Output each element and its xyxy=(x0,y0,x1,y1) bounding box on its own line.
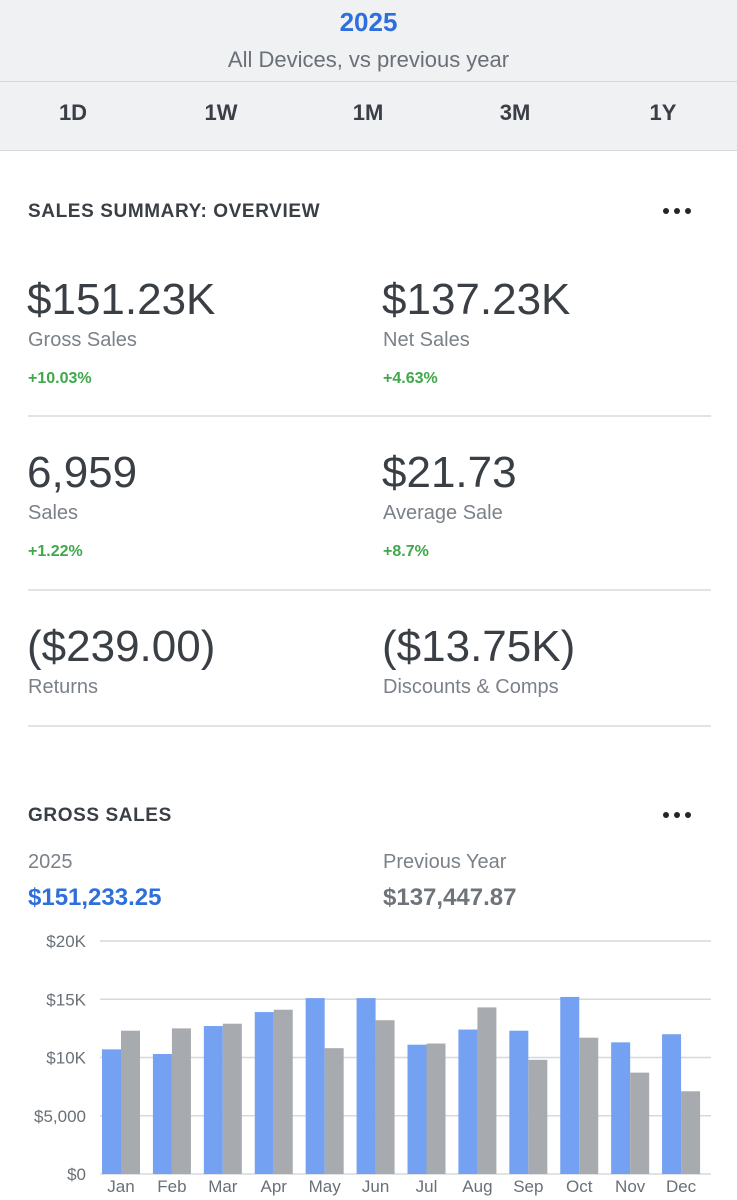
gross-sales-chart: $0 $5,000 $10K $15K $20K Jan Feb Mar Apr May Jun Ju… xyxy=(34,932,711,1196)
header-divider xyxy=(0,81,737,82)
bar-current-year xyxy=(102,1049,121,1174)
previous-year-value: $137,447.87 xyxy=(383,884,517,911)
x-tick-label: Feb xyxy=(157,1177,186,1196)
average-sale-label: Average Sale xyxy=(383,502,503,524)
range-tab-1w[interactable]: 1W xyxy=(204,100,238,125)
x-tick-label: May xyxy=(309,1177,342,1196)
bar-current-year xyxy=(407,1044,427,1174)
range-tab-1m[interactable]: 1M xyxy=(352,100,384,125)
row-divider xyxy=(28,589,711,591)
x-tick-label: Nov xyxy=(615,1177,646,1196)
bar-current-year xyxy=(305,998,325,1174)
current-year-value: $151,233.25 xyxy=(28,884,162,911)
bar-previous-year xyxy=(426,1043,446,1174)
discounts-value: ($13.75K) xyxy=(382,622,576,671)
range-tab-3m[interactable]: 3M xyxy=(499,100,531,125)
bar-previous-year xyxy=(273,1009,293,1174)
x-tick-label: Jun xyxy=(362,1177,389,1196)
bar-previous-year xyxy=(579,1037,599,1174)
net-sales-label: Net Sales xyxy=(383,329,470,351)
returns-label: Returns xyxy=(28,676,99,698)
bar-previous-year xyxy=(528,1059,548,1174)
bar-current-year xyxy=(611,1042,631,1174)
x-tick-label: Jul xyxy=(416,1177,438,1196)
y-tick-label: $15K xyxy=(46,990,86,1009)
average-sale-value: $21.73 xyxy=(382,448,517,497)
bar-current-year xyxy=(152,1054,172,1174)
summary-more-button[interactable] xyxy=(661,201,693,221)
average-sale-change: +8.7% xyxy=(383,543,429,560)
bar-previous-year xyxy=(375,1020,395,1174)
bar-current-year xyxy=(203,1026,223,1174)
row-divider xyxy=(28,415,711,417)
bar-current-year xyxy=(560,996,580,1174)
gross-sales-change: +10.03% xyxy=(28,370,92,387)
bar-previous-year xyxy=(222,1023,242,1174)
x-tick-label: Aug xyxy=(462,1177,492,1196)
bar-previous-year xyxy=(630,1072,650,1174)
y-tick-label: $10K xyxy=(46,1049,86,1068)
x-tick-label: Mar xyxy=(208,1177,238,1196)
y-tick-label: $0 xyxy=(67,1165,86,1184)
range-tab-1y[interactable]: 1Y xyxy=(649,100,677,125)
gross-sales-value: $151.23K xyxy=(27,275,216,324)
x-tick-label: Apr xyxy=(261,1177,288,1196)
period-title[interactable]: 2025 xyxy=(339,7,398,37)
bar-previous-year xyxy=(477,1007,497,1174)
period-subtitle[interactable]: All Devices, vs previous year xyxy=(227,47,510,72)
gross-sales-label: Gross Sales xyxy=(28,329,137,351)
y-tick-label: $20K xyxy=(46,932,86,951)
sales-count-label: Sales xyxy=(28,502,79,524)
bar-previous-year xyxy=(171,1028,191,1174)
sales-count-change: +1.22% xyxy=(28,543,83,560)
sales-summary-title: SALES SUMMARY: OVERVIEW xyxy=(28,201,321,222)
bar-previous-year xyxy=(121,1030,140,1174)
current-year-label: 2025 xyxy=(28,851,73,873)
gross-sales-title: GROSS SALES xyxy=(28,805,172,826)
bar-previous-year xyxy=(681,1091,701,1174)
bar-previous-year xyxy=(324,1048,344,1174)
x-tick-label: Oct xyxy=(566,1177,593,1196)
discounts-label: Discounts & Comps xyxy=(383,676,559,698)
bar-current-year xyxy=(662,1034,682,1174)
bar-current-year xyxy=(509,1030,529,1174)
bar-current-year xyxy=(458,1029,478,1174)
range-tab-1d[interactable]: 1D xyxy=(58,100,88,125)
bar-current-year xyxy=(254,1012,274,1174)
x-tick-label: Sep xyxy=(513,1177,543,1196)
returns-value: ($239.00) xyxy=(27,622,216,671)
gross-sales-more-button[interactable] xyxy=(661,805,693,825)
y-tick-label: $5,000 xyxy=(34,1107,86,1126)
previous-year-label: Previous Year xyxy=(383,851,507,873)
bar-current-year xyxy=(356,998,376,1174)
header: 2025 All Devices, vs previous year 1D 1W… xyxy=(0,0,737,151)
net-sales-change: +4.63% xyxy=(383,370,438,387)
row-divider xyxy=(28,725,711,727)
x-tick-label: Dec xyxy=(666,1177,697,1196)
sales-count-value: 6,959 xyxy=(27,448,138,497)
net-sales-value: $137.23K xyxy=(382,275,571,324)
x-tick-label: Jan xyxy=(107,1177,134,1196)
